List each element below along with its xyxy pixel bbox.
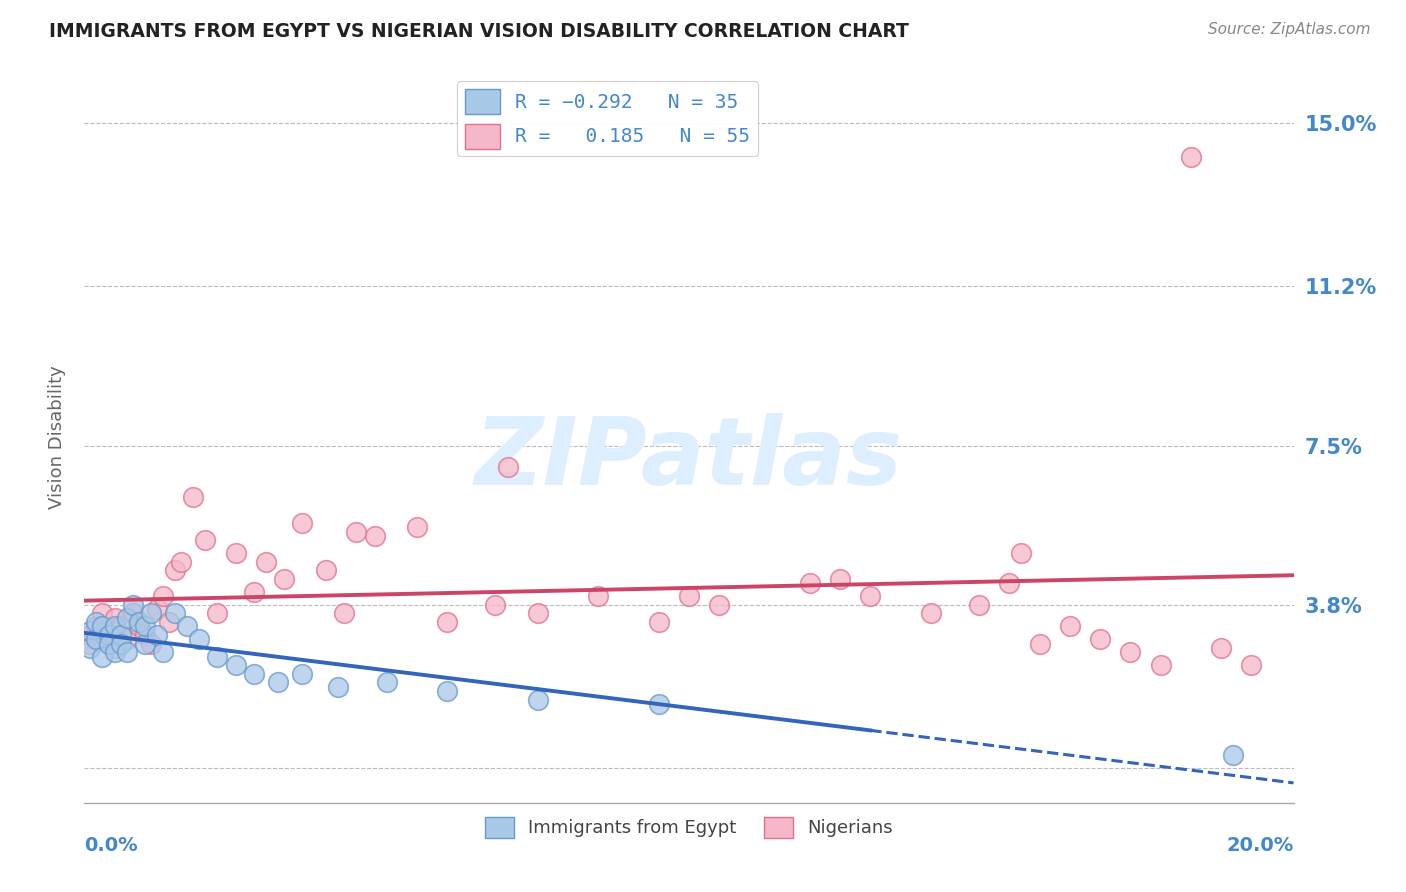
Point [86, 615, 108, 629]
Point [79, 637, 101, 651]
Point [998, 576, 1021, 591]
Point [139, 607, 162, 621]
Text: Source: ZipAtlas.com: Source: ZipAtlas.com [1208, 22, 1371, 37]
Point [830, 572, 852, 586]
Point [678, 589, 700, 603]
Point [86, 619, 108, 633]
Point [496, 460, 519, 475]
Point [1088, 632, 1111, 647]
Point [859, 589, 882, 603]
Point [1028, 637, 1050, 651]
Point [176, 619, 198, 633]
Point [165, 564, 187, 578]
Point [315, 564, 337, 578]
Point [527, 692, 550, 706]
Point [484, 598, 506, 612]
Point [267, 675, 290, 690]
Point [128, 619, 150, 633]
Text: ZIPatlas: ZIPatlas [475, 413, 903, 505]
Point [139, 637, 162, 651]
Point [648, 615, 671, 629]
Point [333, 607, 356, 621]
Point [799, 576, 821, 591]
Point [375, 675, 398, 690]
Point [91, 607, 114, 621]
Point [328, 680, 350, 694]
Point [86, 632, 108, 647]
Point [104, 645, 127, 659]
Point [152, 645, 174, 659]
Point [152, 589, 174, 603]
Point [346, 524, 368, 539]
Point [134, 637, 156, 651]
Point [1180, 150, 1202, 164]
Point [134, 628, 156, 642]
Point [1011, 546, 1033, 560]
Point [207, 607, 229, 621]
Point [363, 529, 385, 543]
Text: IMMIGRANTS FROM EGYPT VS NIGERIAN VISION DISABILITY CORRELATION CHART: IMMIGRANTS FROM EGYPT VS NIGERIAN VISION… [49, 22, 910, 41]
Point [110, 628, 132, 642]
Point [709, 598, 731, 612]
Point [967, 598, 990, 612]
Point [157, 615, 180, 629]
Point [104, 611, 127, 625]
Point [273, 572, 295, 586]
Y-axis label: Vision Disability: Vision Disability [48, 365, 66, 509]
Point [128, 615, 150, 629]
Point [436, 615, 458, 629]
Point [115, 645, 138, 659]
Point [920, 607, 942, 621]
Point [115, 632, 138, 647]
Point [406, 520, 429, 534]
Point [588, 589, 610, 603]
Point [436, 684, 458, 698]
Point [121, 598, 143, 612]
Point [242, 666, 264, 681]
Point [225, 658, 247, 673]
Point [97, 637, 120, 651]
Point [104, 640, 127, 655]
Point [1119, 645, 1142, 659]
Point [207, 649, 229, 664]
Point [79, 640, 101, 655]
Point [291, 516, 314, 530]
Point [1222, 748, 1244, 763]
Point [648, 697, 671, 711]
Point [97, 624, 120, 638]
Point [115, 611, 138, 625]
Text: 0.0%: 0.0% [84, 836, 138, 855]
Point [194, 533, 217, 548]
Legend: Immigrants from Egypt, Nigerians: Immigrants from Egypt, Nigerians [478, 810, 900, 845]
Point [146, 602, 169, 616]
Point [1059, 619, 1081, 633]
Point [1209, 640, 1232, 655]
Point [97, 628, 120, 642]
Point [79, 624, 101, 638]
Point [291, 666, 314, 681]
Point [79, 628, 101, 642]
Point [104, 619, 127, 633]
Point [181, 491, 204, 505]
Point [165, 607, 187, 621]
Point [146, 628, 169, 642]
Point [242, 585, 264, 599]
Point [121, 607, 143, 621]
Point [170, 555, 193, 569]
Point [91, 632, 114, 647]
Point [188, 632, 211, 647]
Text: 20.0%: 20.0% [1226, 836, 1294, 855]
Point [110, 637, 132, 651]
Point [254, 555, 277, 569]
Point [110, 619, 132, 633]
Point [527, 607, 550, 621]
Point [91, 619, 114, 633]
Point [134, 619, 156, 633]
Point [1149, 658, 1171, 673]
Point [1240, 658, 1263, 673]
Point [225, 546, 247, 560]
Point [91, 649, 114, 664]
